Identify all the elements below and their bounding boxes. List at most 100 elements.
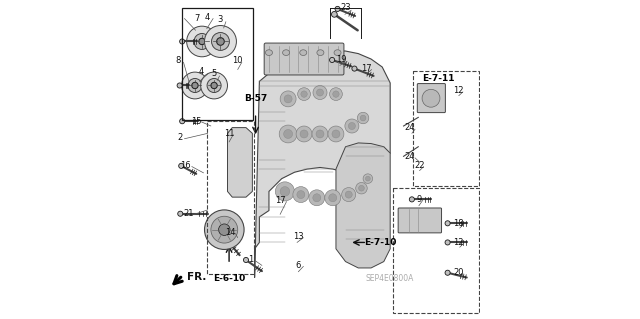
Circle shape (207, 78, 221, 93)
Circle shape (422, 89, 440, 107)
Ellipse shape (300, 50, 307, 56)
Circle shape (180, 119, 185, 124)
Text: 8: 8 (175, 56, 180, 65)
Circle shape (279, 125, 297, 143)
Circle shape (313, 85, 327, 100)
Circle shape (348, 122, 355, 130)
Text: 23: 23 (341, 4, 351, 12)
Circle shape (177, 83, 182, 88)
Polygon shape (227, 128, 252, 197)
Circle shape (182, 72, 209, 99)
Circle shape (332, 130, 340, 138)
Text: 2: 2 (177, 133, 182, 142)
Text: 12: 12 (454, 238, 464, 247)
Circle shape (317, 89, 323, 96)
Circle shape (188, 78, 202, 93)
Circle shape (179, 163, 184, 168)
Text: 12: 12 (454, 86, 464, 95)
Text: 24: 24 (404, 152, 415, 161)
Circle shape (445, 240, 450, 245)
Circle shape (309, 190, 324, 206)
Text: E-7-11: E-7-11 (422, 74, 455, 83)
Text: 18: 18 (454, 219, 464, 228)
Circle shape (280, 91, 296, 107)
Circle shape (212, 33, 229, 50)
Text: 20: 20 (454, 268, 464, 277)
Circle shape (205, 210, 244, 249)
Circle shape (345, 119, 359, 133)
Circle shape (332, 11, 337, 17)
Circle shape (312, 126, 328, 142)
Circle shape (357, 112, 369, 124)
Text: 22: 22 (414, 161, 425, 170)
Circle shape (345, 191, 352, 198)
Circle shape (335, 6, 340, 11)
Circle shape (296, 126, 312, 142)
Bar (182, 8, 253, 120)
Circle shape (218, 230, 223, 235)
Ellipse shape (283, 50, 290, 56)
Circle shape (211, 82, 218, 89)
Text: B-57: B-57 (244, 94, 267, 103)
Text: FR.: FR. (187, 271, 206, 282)
Circle shape (329, 194, 337, 202)
Circle shape (178, 211, 183, 216)
Circle shape (301, 91, 307, 97)
Circle shape (445, 270, 450, 275)
Text: 14: 14 (225, 228, 236, 237)
Circle shape (298, 88, 310, 100)
Circle shape (284, 130, 292, 138)
Text: 24: 24 (404, 123, 415, 132)
Circle shape (275, 182, 294, 201)
Circle shape (324, 190, 340, 206)
Text: 7: 7 (195, 14, 200, 23)
Circle shape (358, 185, 364, 191)
Bar (207, 121, 253, 274)
Circle shape (363, 174, 372, 183)
Text: 17: 17 (275, 196, 285, 205)
Circle shape (445, 221, 450, 226)
Text: 17: 17 (361, 64, 372, 73)
Circle shape (342, 188, 356, 202)
Circle shape (365, 176, 371, 181)
Circle shape (352, 66, 357, 71)
Circle shape (218, 224, 230, 235)
Circle shape (297, 190, 305, 198)
Circle shape (211, 216, 237, 243)
Circle shape (330, 57, 335, 63)
Text: 21: 21 (183, 209, 194, 218)
Circle shape (201, 72, 227, 99)
Bar (393, 188, 479, 313)
Circle shape (205, 26, 236, 57)
Text: 3: 3 (218, 15, 223, 24)
Circle shape (217, 38, 224, 45)
Text: 5: 5 (211, 69, 217, 78)
Text: E-6-10: E-6-10 (213, 274, 245, 283)
Circle shape (199, 38, 205, 45)
Text: 9: 9 (416, 195, 422, 204)
Circle shape (330, 88, 342, 100)
Ellipse shape (334, 50, 341, 56)
Text: 4: 4 (198, 67, 204, 76)
FancyBboxPatch shape (398, 208, 442, 233)
Circle shape (194, 33, 210, 49)
Text: E-7-10: E-7-10 (364, 238, 396, 247)
Circle shape (313, 194, 321, 202)
Text: 4: 4 (205, 13, 211, 22)
Ellipse shape (266, 50, 273, 56)
Circle shape (280, 187, 290, 196)
Circle shape (192, 82, 198, 89)
Circle shape (284, 95, 292, 103)
Circle shape (316, 130, 324, 138)
Text: 13: 13 (293, 232, 303, 241)
Circle shape (180, 39, 185, 44)
Text: 15: 15 (191, 117, 202, 126)
Text: 11: 11 (224, 129, 234, 138)
Ellipse shape (317, 50, 324, 56)
Circle shape (410, 197, 415, 202)
Circle shape (360, 115, 366, 121)
Circle shape (243, 257, 248, 263)
Text: 10: 10 (232, 56, 243, 65)
Circle shape (187, 26, 218, 57)
Circle shape (293, 187, 309, 203)
